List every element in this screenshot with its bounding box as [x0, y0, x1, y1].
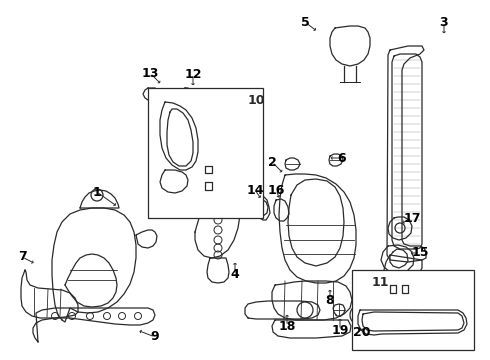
Text: 3: 3 [440, 15, 448, 28]
Text: 14: 14 [246, 184, 264, 197]
Bar [148, 88, 263, 218]
Text: 16: 16 [268, 184, 285, 197]
Text: 1: 1 [93, 185, 101, 198]
Text: 5: 5 [301, 15, 309, 28]
Text: 10: 10 [248, 94, 266, 107]
Text: 6: 6 [338, 152, 346, 165]
Text: 7: 7 [18, 251, 26, 264]
Text: 2: 2 [268, 156, 276, 168]
Text: 4: 4 [231, 269, 240, 282]
Text: 17: 17 [403, 212, 421, 225]
Text: 15: 15 [411, 247, 429, 260]
Text: 9: 9 [151, 330, 159, 343]
Bar [352, 270, 474, 350]
Text: 20: 20 [353, 325, 371, 338]
Text: 18: 18 [278, 320, 295, 333]
Text: 19: 19 [331, 324, 349, 337]
Text: 11: 11 [372, 276, 390, 289]
Text: 13: 13 [141, 67, 159, 80]
Text: 8: 8 [326, 293, 334, 306]
Text: 12: 12 [184, 68, 202, 81]
